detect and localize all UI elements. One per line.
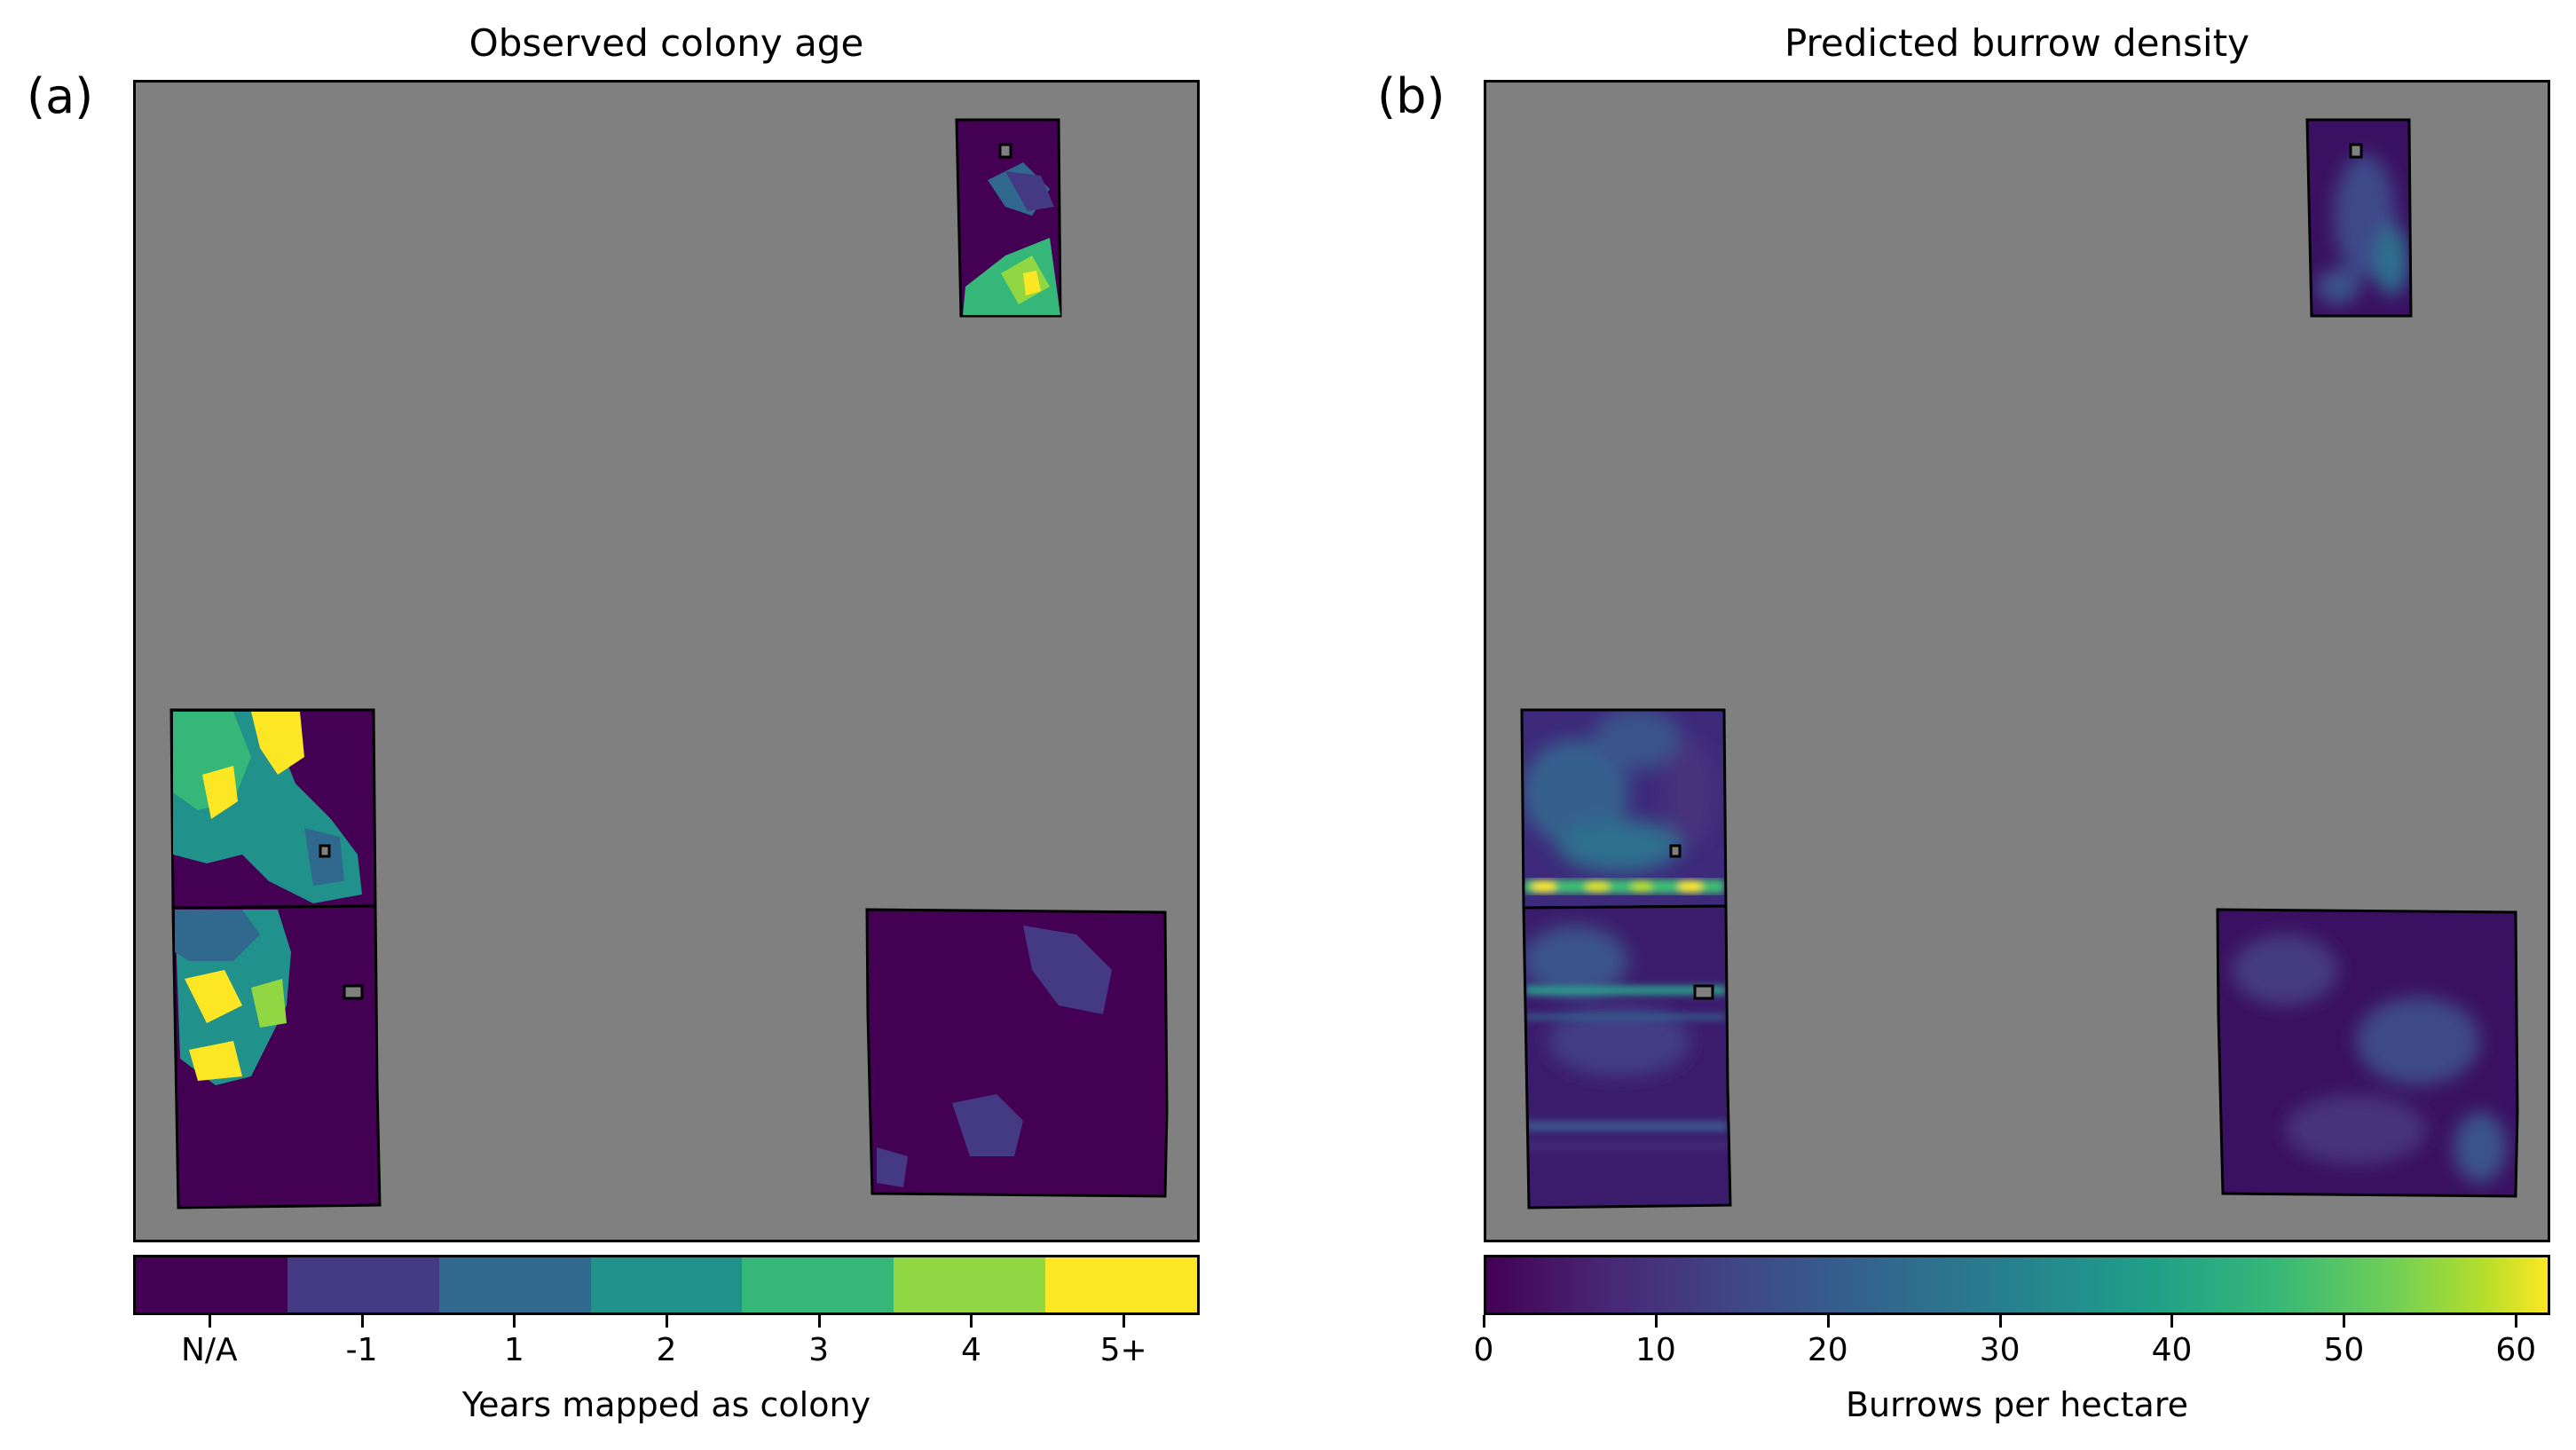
colorbar-b-tick-label: 10 (1635, 1332, 1676, 1368)
colorbar-b (1484, 1255, 2550, 1315)
plot-left-lower-b (1522, 904, 1732, 1210)
colorbar-b-tick-label: 50 (2323, 1332, 2365, 1368)
colorbar-a-tick-mark (970, 1315, 973, 1328)
map-b (1484, 80, 2550, 1242)
colorbar-b-tick-mark (2515, 1315, 2518, 1328)
plot-left-upper-a (169, 708, 377, 910)
colorbar-a-tick-label: -1 (345, 1332, 378, 1368)
plot-top-right-a (955, 118, 1062, 318)
panel-title-a: Observed colony age (469, 21, 864, 65)
colorbar-b-tick-label: 20 (1807, 1332, 1848, 1368)
colorbar-a-segment (136, 1257, 288, 1312)
colorbar-a-segment (894, 1257, 1046, 1312)
colorbar-a-segment (1045, 1257, 1198, 1312)
colorbar-a-tick-mark (208, 1315, 211, 1328)
plot-left-upper-b (1520, 708, 1728, 910)
colorbar-a-ticks: N/A -1 1 2 3 4 5+ (133, 1315, 1200, 1368)
colorbar-a-tick-mark (817, 1315, 821, 1328)
colorbar-b-tick-label: 60 (2495, 1332, 2537, 1368)
colorbar-a-segment (590, 1257, 743, 1312)
colorbar-b-tick-label: 0 (1473, 1332, 1494, 1368)
colorbar-b-tick-mark (2343, 1315, 2346, 1328)
colorbar-b-tick-mark (1483, 1315, 1485, 1328)
colorbar-b-ticks: 0 10 20 30 40 50 60 (1474, 1315, 2550, 1368)
panel-letter-b: (b) (1377, 68, 1446, 124)
colorbar-b-tick-mark (1826, 1315, 1830, 1328)
colorbar-b-label: Burrows per hectare (1845, 1385, 2188, 1424)
colorbar-a-segment (742, 1257, 894, 1312)
colorbar-a-label: Years mapped as colony (461, 1385, 871, 1424)
colorbar-a-tick-mark (360, 1315, 364, 1328)
plot-bottom-right-b (2216, 908, 2519, 1198)
plot-bottom-right-a (865, 908, 1169, 1198)
plot-top-right-b (2305, 118, 2413, 318)
colorbar-a-tick-label: 2 (656, 1332, 677, 1368)
colorbar-a-tick-label: 4 (960, 1332, 981, 1368)
colorbar-b-tick-label: 40 (2151, 1332, 2193, 1368)
colorbar-a-tick-label: 1 (503, 1332, 524, 1368)
plot-left-lower-a (171, 904, 382, 1210)
map-a-canvas (169, 118, 1169, 1210)
colorbar-a-tick-mark (513, 1315, 516, 1328)
panel-letter-a: (a) (27, 68, 94, 124)
colorbar-a-segment (438, 1257, 591, 1312)
colorbar-a-tick-label: N/A (181, 1332, 238, 1368)
colorbar-b-tick-mark (1998, 1315, 2002, 1328)
colorbar-a-segment (287, 1257, 439, 1312)
colorbar-a (133, 1255, 1200, 1315)
panel-title-b: Predicted burrow density (1784, 21, 2250, 65)
colorbar-b-tick-mark (1654, 1315, 1658, 1328)
colorbar-b-tick-label: 30 (1979, 1332, 2021, 1368)
map-a (133, 80, 1200, 1242)
colorbar-a-tick-label: 5+ (1099, 1332, 1147, 1368)
map-b-canvas (1520, 118, 2519, 1210)
colorbar-a-tick-mark (666, 1315, 668, 1328)
colorbar-a-tick-label: 3 (808, 1332, 830, 1368)
colorbar-b-tick-mark (2170, 1315, 2174, 1328)
colorbar-a-tick-mark (1123, 1315, 1126, 1328)
